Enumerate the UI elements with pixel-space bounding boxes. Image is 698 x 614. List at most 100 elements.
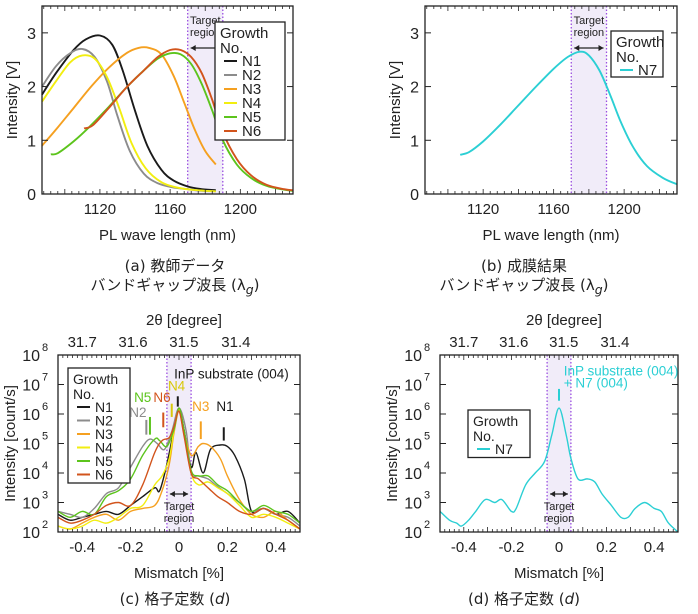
y-tick-exponent: 3 [42, 490, 48, 502]
y-axis-label: Intensity [count/s] [384, 385, 401, 502]
caption-c-close: ) [224, 590, 231, 608]
legend-entry-N1: N1 [242, 53, 261, 70]
legend-entry-N6: N6 [242, 123, 261, 140]
y-tick-label: 10 [22, 466, 40, 483]
target-region-label: region [190, 27, 221, 39]
legend-title: No. [473, 428, 495, 444]
legend-title: Growth [73, 371, 118, 387]
series-line-N4 [41, 54, 216, 193]
y-tick-label: 3 [27, 26, 36, 43]
caption-b-line1: (b) 成膜結果 [481, 257, 567, 275]
y-axis-label: Intensity [V] [387, 61, 404, 139]
caption-d: (d) 格子定数 (d) [350, 590, 698, 609]
y-tick-exponent: 5 [424, 431, 430, 443]
series-line-N1 [41, 34, 216, 192]
y-tick-label: 10 [22, 407, 40, 424]
caption-b: (b) 成膜結果 バンドギャップ波長 (λg) [350, 257, 698, 299]
caption-a-line2: バンドギャップ波長 (λ [90, 276, 246, 294]
x-tick-label: 1200 [607, 201, 640, 218]
y-tick-exponent: 4 [42, 460, 48, 472]
legend-title: Growth [616, 34, 664, 51]
target-region-arrowhead-right [598, 45, 604, 51]
legend-entry-N7: N7 [495, 441, 513, 457]
x-tick-label: 1160 [154, 201, 186, 218]
y-tick-exponent: 3 [424, 490, 430, 502]
legend-entry-N5: N5 [242, 109, 261, 126]
target-region-label: Target [164, 501, 195, 513]
caption-c-var: d [214, 590, 225, 608]
legend-entry-N3: N3 [242, 81, 261, 98]
caption-b-sub: g [594, 282, 603, 297]
y-tick-exponent: 2 [42, 519, 48, 531]
plot-frame [41, 5, 294, 195]
y-axis-label: Intensity [count/s] [2, 385, 19, 502]
legend-title: No. [220, 40, 243, 57]
y-axis-label: Intensity [V] [4, 61, 21, 139]
x-tick-label: 0.4 [265, 539, 286, 556]
y-tick-label: 0 [27, 187, 36, 204]
series-line-N5 [57, 407, 301, 524]
y-tick-exponent: 8 [424, 342, 430, 354]
target-region-label: region [544, 513, 575, 525]
y-tick-label: 10 [404, 378, 422, 395]
target-region-arrowhead-left [169, 491, 175, 497]
y-tick-label: 10 [404, 437, 422, 454]
caption-a-line1: (a) 教師データ [124, 257, 226, 275]
target-region-label: Target [544, 501, 575, 513]
target-region-arrowhead-right [562, 491, 568, 497]
x-tick-label: 1120 [467, 201, 499, 218]
legend-title: Growth [220, 25, 268, 42]
x-tick-label: -0.4 [451, 539, 477, 556]
top-x-tick-label: 31.5 [549, 334, 578, 351]
target-region-label: region [164, 513, 195, 525]
target-region-fill [571, 6, 607, 194]
legend-entry-N6: N6 [95, 467, 113, 483]
x-axis-label: Mismatch [%] [514, 565, 604, 582]
peak-annotation: N2 [129, 405, 146, 420]
caption-a-close: ) [253, 276, 260, 294]
y-tick-label: 10 [404, 466, 422, 483]
peak-annotation: N1 [216, 399, 233, 414]
x-axis-label: PL wave length (nm) [99, 227, 236, 244]
x-tick-label: 0.2 [596, 539, 617, 556]
caption-c: (c) 格子定数 (d) [0, 590, 350, 609]
x-axis-label: Mismatch [%] [134, 565, 224, 582]
legend-entry-N7: N7 [638, 62, 657, 79]
legend-box [610, 30, 664, 78]
plot-frame [424, 5, 678, 195]
y-tick-exponent: 8 [42, 342, 48, 354]
x-tick-label: 0.2 [217, 539, 238, 556]
y-tick-label: 10 [404, 496, 422, 513]
series-line-N6 [57, 410, 301, 530]
y-tick-exponent: 5 [42, 431, 48, 443]
target-region-label: Target [574, 15, 605, 27]
series-line-N3 [41, 46, 217, 166]
y-tick-label: 10 [22, 378, 40, 395]
series-line-N7 [459, 50, 678, 186]
target-region-fill [547, 355, 571, 532]
legend-box [67, 367, 131, 484]
y-tick-exponent: 2 [424, 519, 430, 531]
legend-entry-N3: N3 [95, 426, 113, 442]
legend-title: Growth [473, 413, 518, 429]
x-tick-label: 0.4 [644, 539, 665, 556]
target-region-arrowhead-left [550, 491, 556, 497]
x-tick-label: 1120 [84, 201, 116, 218]
peak-annotation: N5 [134, 390, 151, 405]
peak-annotation: + N7 (004) [564, 375, 628, 390]
top-x-tick-label: 31.7 [68, 334, 97, 351]
x-tick-label: -0.4 [69, 539, 95, 556]
legend-entry-N4: N4 [242, 95, 261, 112]
top-x-tick-label: 31.6 [118, 334, 147, 351]
peak-annotation: N6 [153, 390, 170, 405]
caption-d-close: ) [574, 590, 580, 608]
caption-c-prefix: (c) 格子定数 ( [119, 590, 215, 608]
y-tick-exponent: 7 [424, 372, 430, 384]
x-tick-label: 0 [555, 539, 563, 556]
x-tick-label: 1200 [224, 201, 257, 218]
target-region-arrowhead-left [190, 45, 196, 51]
caption-b-close: ) [602, 276, 609, 294]
caption-b-line2: バンドギャップ波長 (λ [439, 276, 595, 294]
